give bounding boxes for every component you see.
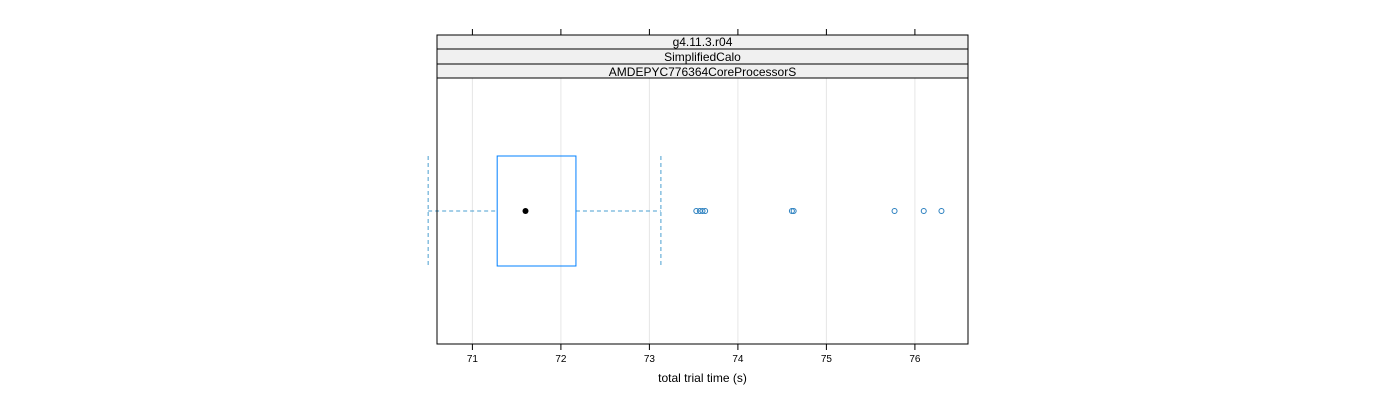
x-tick-label: 72 — [555, 354, 567, 365]
outlier-points — [693, 208, 945, 214]
boxplot-group — [427, 155, 662, 267]
strip-1-label: g4.11.3.r04 — [673, 35, 733, 49]
x-tick-label: 74 — [732, 354, 744, 365]
outlier-point — [891, 208, 898, 214]
outlier-point — [790, 208, 797, 214]
x-tick-label: 75 — [821, 354, 833, 365]
median-dot — [522, 208, 529, 214]
outlier-point — [938, 208, 945, 214]
top-tick-marks — [471, 29, 916, 35]
strip-2-label: SimplifiedCalo — [664, 50, 741, 64]
iqr-box — [496, 155, 577, 267]
x-axis-title: total trial time (s) — [658, 371, 747, 385]
x-tick-label: 76 — [909, 354, 921, 365]
strip-3-label: AMDEPYC776364CoreProcessorS — [609, 65, 796, 79]
x-tick-label: 73 — [644, 354, 656, 365]
outlier-point — [788, 208, 795, 214]
panel-border — [436, 77, 969, 345]
outlier-point — [699, 208, 706, 214]
outlier-point — [702, 208, 709, 214]
outlier-point — [693, 208, 700, 214]
x-tick-label: 71 — [467, 354, 479, 365]
strip-headers: g4.11.3.r04 SimplifiedCalo AMDEPYC776364… — [436, 34, 969, 79]
x-axis-ticks: 71 72 73 74 75 76 — [467, 344, 921, 365]
outlier-point — [920, 208, 927, 214]
